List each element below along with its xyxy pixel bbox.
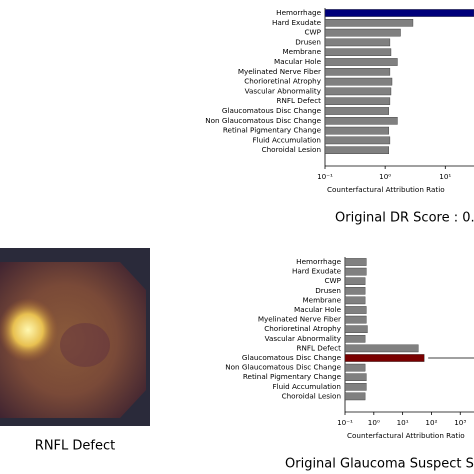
y-tick-label: Chorioretinal Atrophy bbox=[264, 324, 342, 333]
y-tick-label: Glaucomatous Disc Change bbox=[222, 106, 322, 115]
y-tick-label: Hard Exudate bbox=[292, 267, 342, 276]
y-tick-label: Chorioretinal Atrophy bbox=[244, 77, 322, 86]
y-tick-label: Drusen bbox=[295, 37, 321, 46]
x-tick-label: 10¹ bbox=[397, 418, 409, 427]
x-tick-label: 10⁰ bbox=[379, 172, 391, 181]
bar bbox=[344, 344, 419, 353]
y-tick-label: Myelinated Nerve Fiber bbox=[238, 67, 321, 76]
bar bbox=[344, 306, 367, 314]
bar bbox=[324, 107, 390, 115]
y-tick-label: Membrane bbox=[282, 47, 321, 56]
bar bbox=[344, 354, 425, 362]
x-tick-label: 10¹ bbox=[439, 172, 451, 181]
x-tick-label: 10⁻¹ bbox=[317, 172, 333, 181]
bar bbox=[344, 392, 366, 401]
bar bbox=[324, 126, 390, 135]
bar bbox=[344, 258, 367, 266]
y-tick-label: Macular Hole bbox=[294, 305, 342, 314]
y-tick-label: Vascular Abnormality bbox=[265, 334, 342, 343]
bar bbox=[324, 146, 390, 155]
bar bbox=[324, 67, 391, 76]
bar bbox=[344, 267, 367, 276]
y-tick-label: Drusen bbox=[315, 286, 341, 295]
y-tick-label: CWP bbox=[325, 276, 342, 285]
bar bbox=[324, 48, 392, 56]
y-tick-label: Retinal Pigmentary Change bbox=[243, 372, 342, 381]
y-tick-label: Vascular Abnormality bbox=[245, 86, 322, 95]
y-tick-label: Hemorrhage bbox=[296, 257, 341, 266]
y-tick-label: RNFL Defect bbox=[277, 96, 322, 105]
image-label: RNFL Defect bbox=[35, 439, 115, 454]
bar bbox=[344, 325, 368, 334]
caption: Original Glaucoma Suspect Sc bbox=[285, 457, 474, 472]
x-tick-label: 10⁻¹ bbox=[337, 418, 353, 427]
bar bbox=[324, 58, 398, 66]
y-tick-label: Non Glaucomatous Disc Change bbox=[205, 116, 321, 125]
bar bbox=[344, 373, 367, 382]
bar bbox=[324, 116, 398, 125]
bar bbox=[324, 19, 414, 27]
bar bbox=[344, 335, 366, 343]
bar bbox=[344, 315, 367, 324]
y-tick-label: Hard Exudate bbox=[272, 18, 322, 27]
bar bbox=[324, 9, 474, 17]
y-tick-label: RNFL Defect bbox=[297, 343, 342, 352]
x-axis-label: Counterfactural Attribution Ratio bbox=[347, 431, 465, 440]
y-tick-label: Glaucomatous Disc Change bbox=[242, 353, 342, 362]
bar bbox=[324, 38, 391, 47]
bar bbox=[344, 383, 367, 391]
x-axis-label: Counterfactural Attribution Ratio bbox=[327, 185, 445, 194]
y-tick-label: Choroidal Lesion bbox=[282, 391, 341, 400]
y-tick-label: Fluid Accumulation bbox=[272, 382, 341, 391]
bar bbox=[344, 296, 366, 305]
bar bbox=[324, 87, 392, 96]
y-tick-label: Non Glaucomatous Disc Change bbox=[225, 363, 341, 372]
y-tick-label: Membrane bbox=[302, 295, 341, 304]
x-tick-label: 10⁰ bbox=[368, 418, 380, 427]
x-tick-label: 10² bbox=[425, 418, 437, 427]
bar bbox=[344, 287, 366, 295]
caption: Original DR Score : 0. bbox=[335, 211, 474, 226]
y-tick-label: Choroidal Lesion bbox=[262, 145, 321, 154]
y-tick-label: CWP bbox=[305, 28, 322, 37]
y-tick-label: Fluid Accumulation bbox=[252, 135, 321, 144]
bar bbox=[324, 97, 391, 105]
fundus-image bbox=[0, 248, 150, 426]
bar bbox=[344, 277, 366, 286]
bar bbox=[324, 136, 391, 145]
y-tick-label: Macular Hole bbox=[274, 57, 322, 66]
bar bbox=[344, 363, 366, 372]
y-tick-label: Myelinated Nerve Fiber bbox=[258, 315, 341, 324]
bar bbox=[324, 77, 393, 86]
x-tick-label: 10³ bbox=[454, 418, 466, 427]
y-tick-label: Retinal Pigmentary Change bbox=[223, 126, 322, 135]
bar bbox=[324, 28, 401, 37]
y-tick-label: Hemorrhage bbox=[276, 8, 321, 17]
